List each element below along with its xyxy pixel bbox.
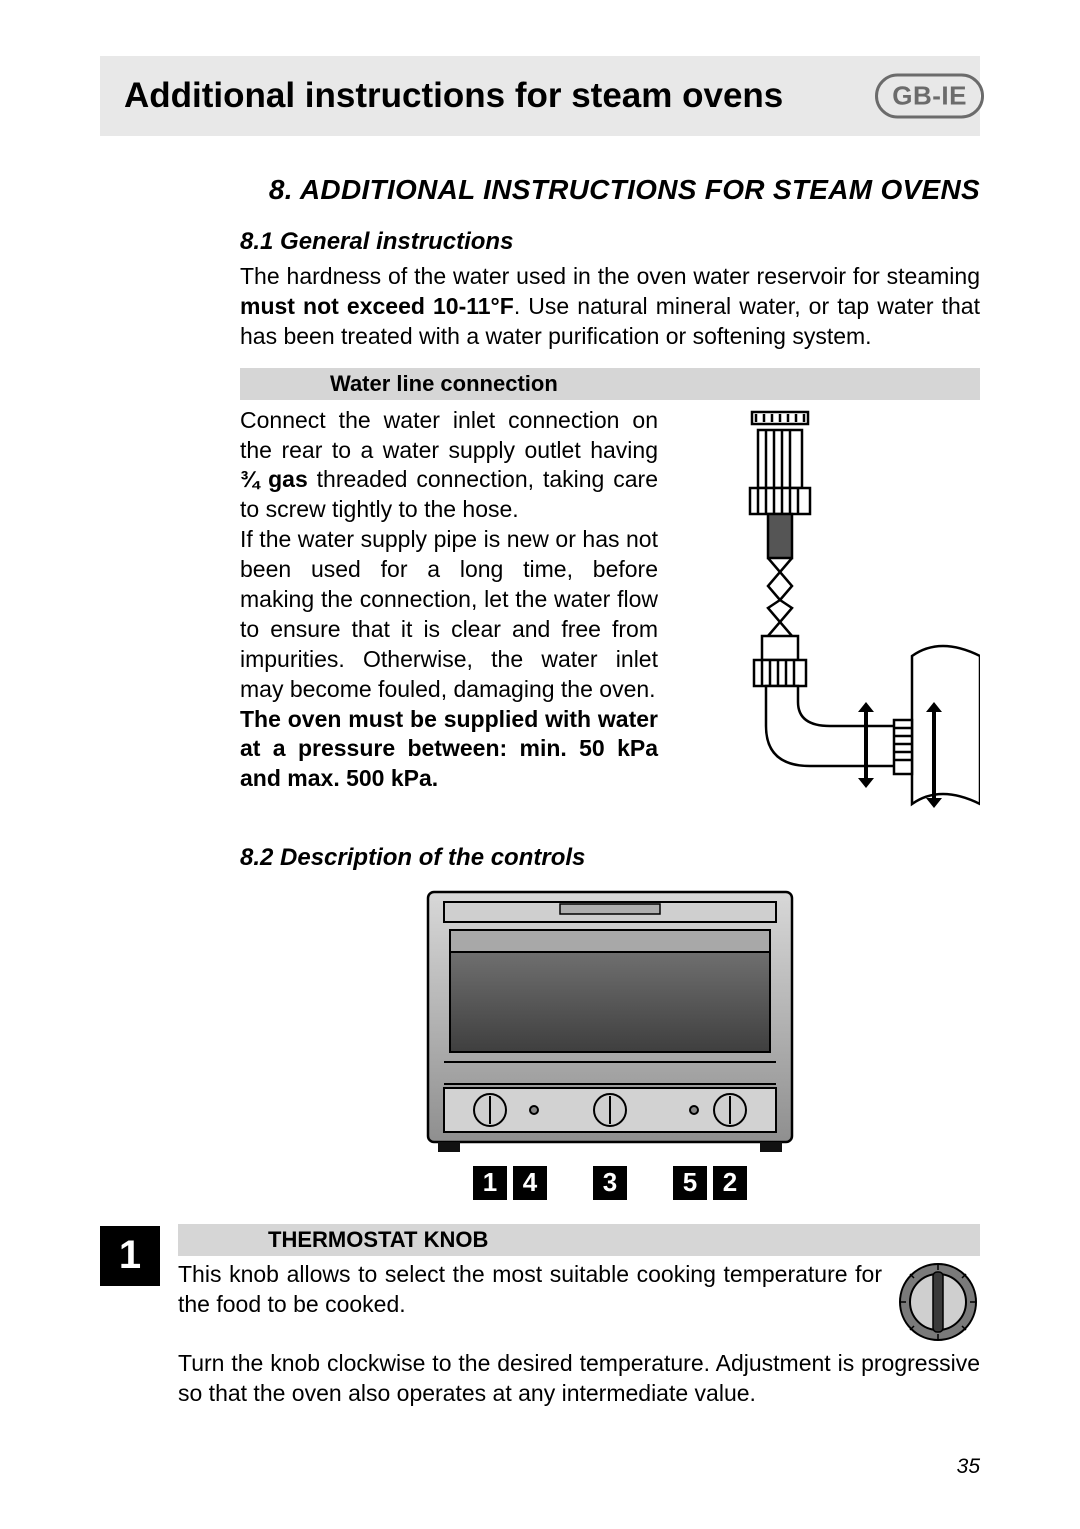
water-p3: The oven must be supplied with water at … — [240, 705, 658, 795]
water-p2: If the water supply pipe is new or has n… — [240, 525, 658, 704]
water-line-section: Connect the water inlet connection on th… — [240, 406, 980, 826]
control-number-strip: 1 4 3 5 2 — [473, 1166, 747, 1200]
manual-page: Additional instructions for steam ovens … — [0, 0, 1080, 1529]
label-pair-1-4: 1 4 — [473, 1166, 547, 1200]
thermostat-p2: Turn the knob clockwise to the desired t… — [178, 1349, 980, 1409]
water-p1: Connect the water inlet connection on th… — [240, 406, 658, 526]
water-p1-bold: ¾ gas — [240, 466, 308, 492]
water-connection-diagram — [680, 406, 980, 826]
header-title: Additional instructions for steam ovens — [124, 76, 783, 116]
control-label-4: 4 — [513, 1166, 547, 1200]
thermostat-knob-icon — [896, 1260, 980, 1349]
thermostat-text-column: THERMOSTAT KNOB This knob allows to sele… — [178, 1224, 980, 1409]
thermostat-knob-section: 1 THERMOSTAT KNOB This knob allows to se… — [240, 1224, 980, 1409]
thermostat-heading: THERMOSTAT KNOB — [178, 1224, 980, 1256]
section-title: 8. ADDITIONAL INSTRUCTIONS FOR STEAM OVE… — [240, 174, 980, 206]
control-label-3: 3 — [593, 1166, 627, 1200]
water-text-column: Connect the water inlet connection on th… — [240, 406, 658, 795]
water-connector-svg — [680, 406, 980, 826]
general-bold: must not exceed 10-11°F — [240, 293, 514, 319]
subsection-8-2-title: 8.2 Description of the controls — [240, 844, 980, 872]
oven-controls-figure: 1 4 3 5 2 — [240, 886, 980, 1200]
page-number: 35 — [957, 1455, 980, 1479]
general-instructions-text: The hardness of the water used in the ov… — [240, 262, 980, 352]
oven-front-svg — [410, 886, 810, 1156]
subsection-8-1-title: 8.1 General instructions — [240, 228, 980, 256]
control-label-2: 2 — [713, 1166, 747, 1200]
thermostat-number-box: 1 — [100, 1226, 160, 1286]
header-bar: Additional instructions for steam ovens … — [100, 56, 980, 136]
locale-oval-text: GB-IE — [875, 74, 984, 119]
content-area: 8. ADDITIONAL INSTRUCTIONS FOR STEAM OVE… — [240, 174, 980, 1408]
general-pre: The hardness of the water used in the ov… — [240, 263, 980, 289]
label-pair-5-2: 5 2 — [673, 1166, 747, 1200]
water-line-heading: Water line connection — [240, 368, 980, 400]
control-label-5: 5 — [673, 1166, 707, 1200]
control-label-1: 1 — [473, 1166, 507, 1200]
locale-badge: GB-IE — [875, 74, 984, 119]
thermostat-p1: This knob allows to select the most suit… — [178, 1260, 882, 1320]
water-p1-a: Connect the water inlet connection on th… — [240, 407, 658, 463]
